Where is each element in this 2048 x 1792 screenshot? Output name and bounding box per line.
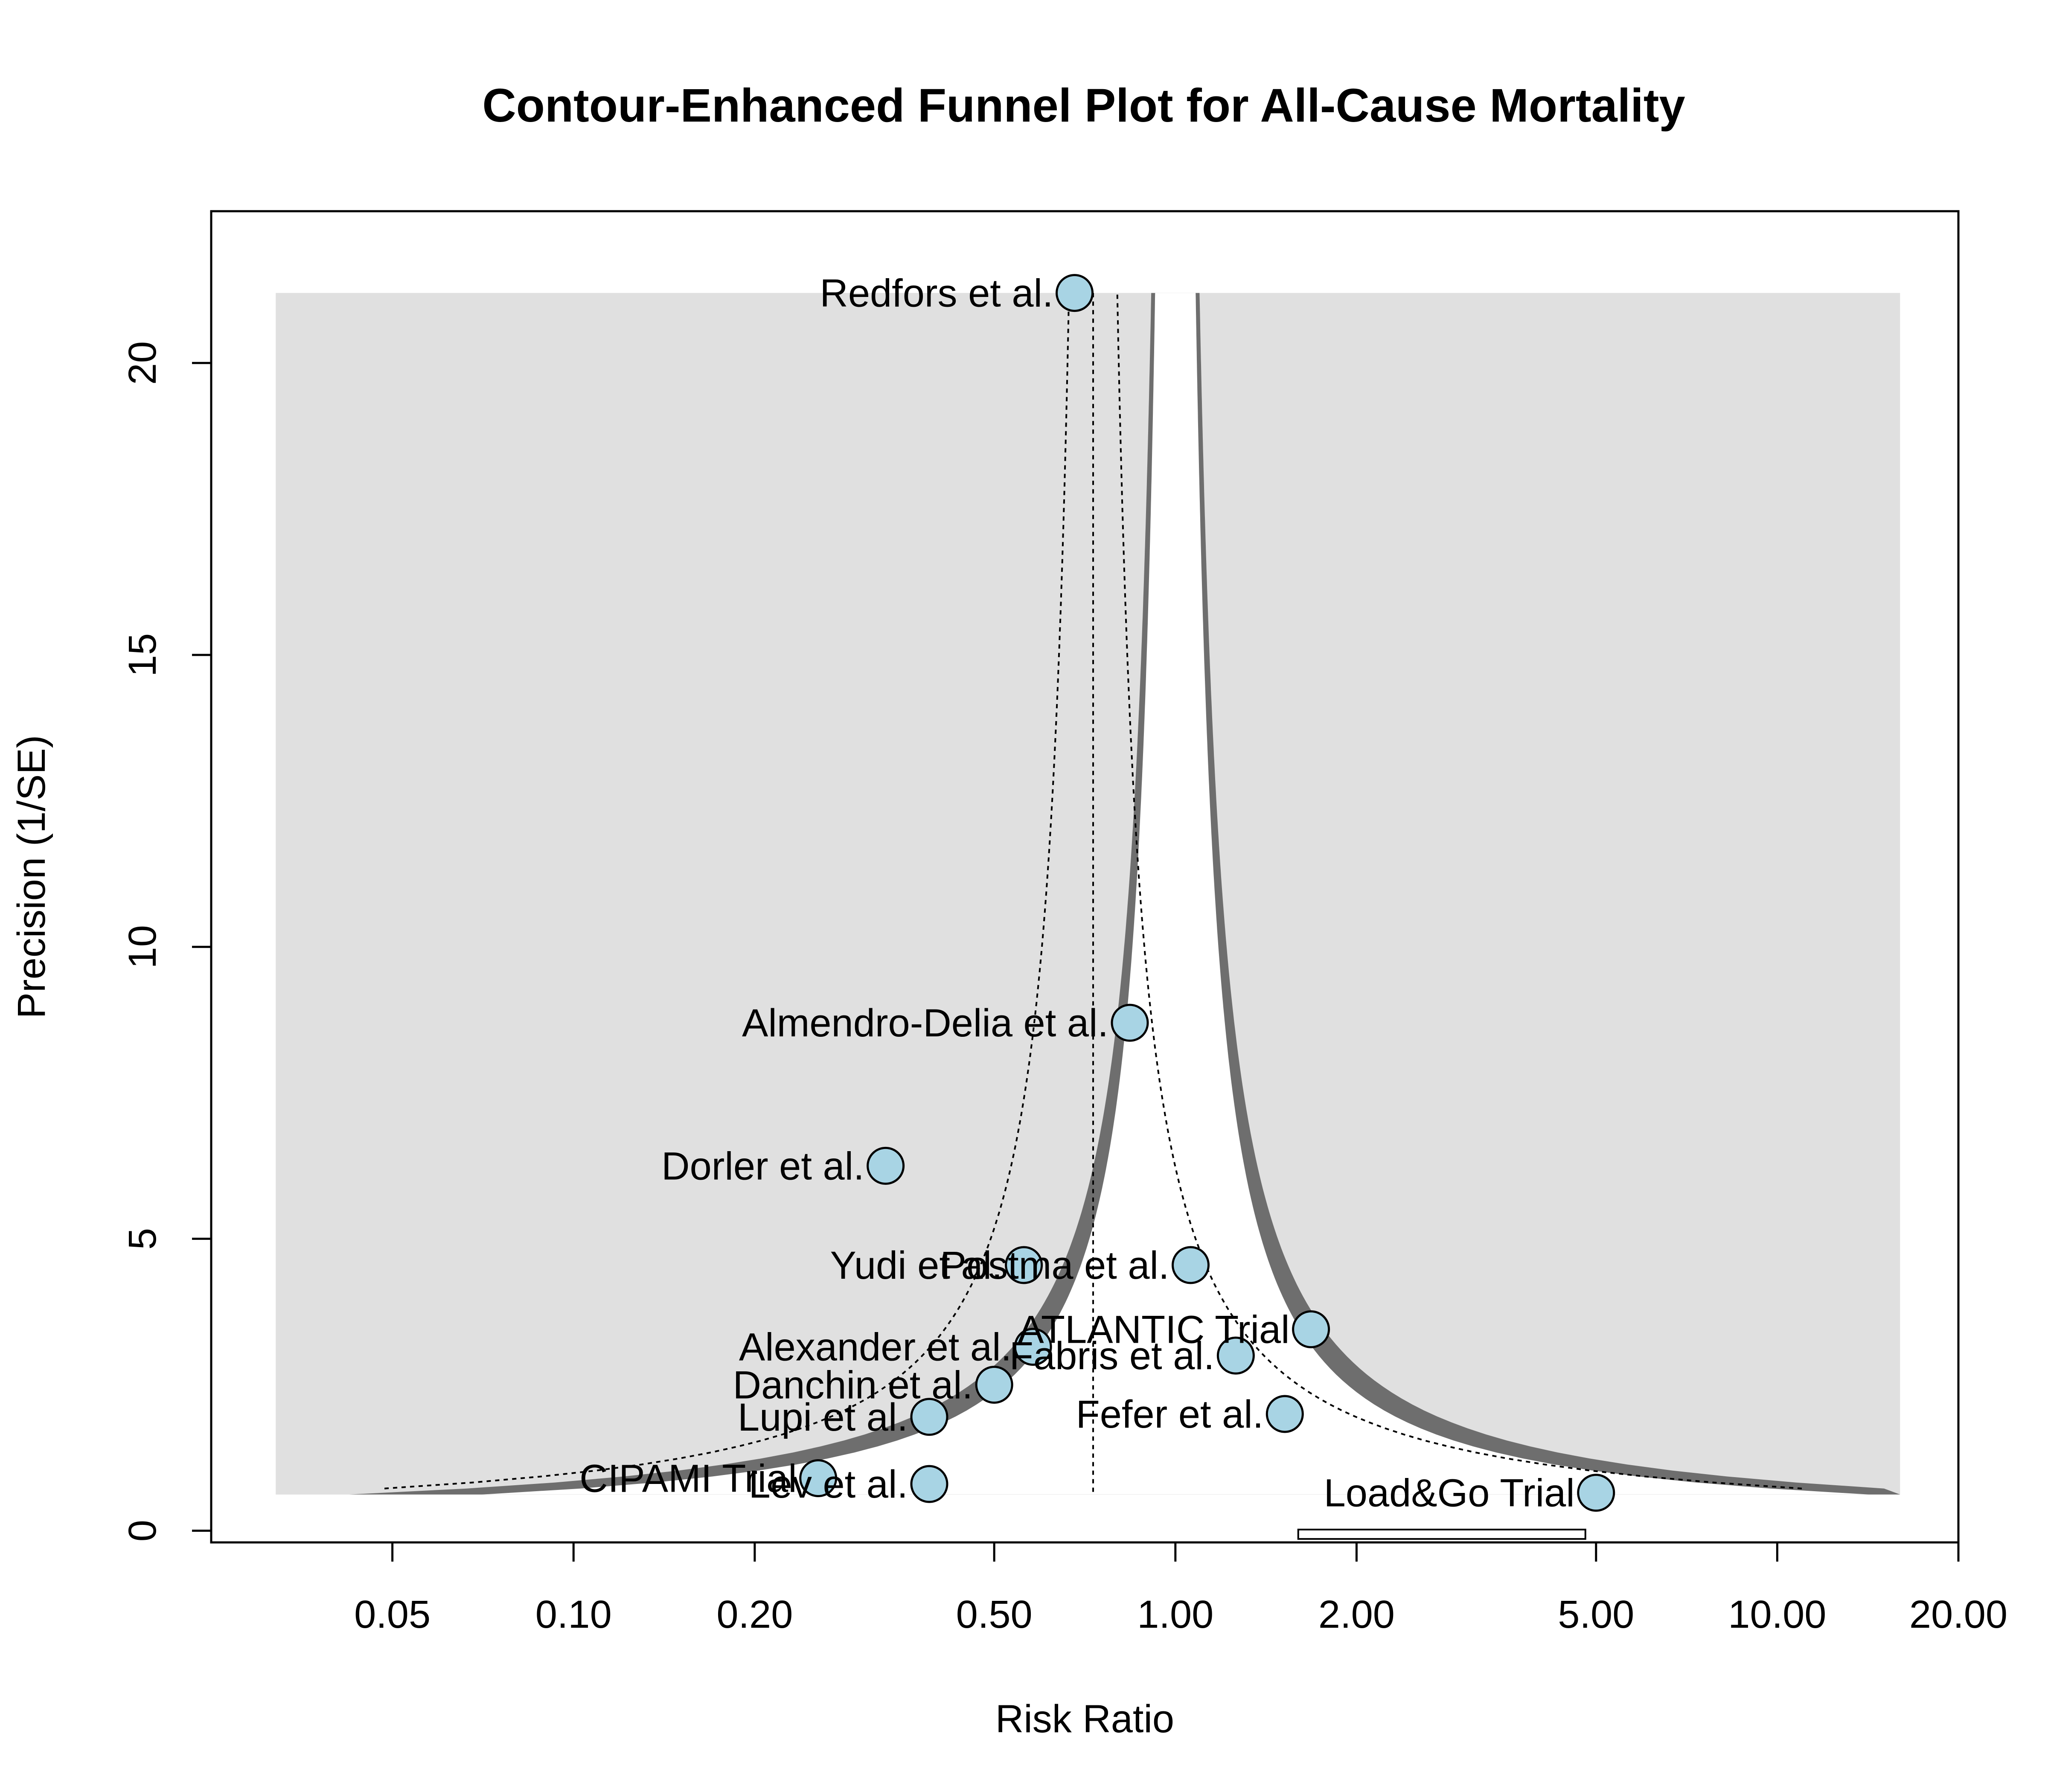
study-label: Postma et al. — [940, 1244, 1169, 1287]
pseudo-ci-right — [1116, 293, 1802, 1489]
study-point — [1111, 1004, 1149, 1042]
study-label: CIPAMI Trial — [579, 1457, 797, 1500]
study-label: Fefer et al. — [1076, 1393, 1264, 1436]
y-tick-label: 20 — [121, 341, 164, 385]
x-tick-label: 0.10 — [535, 1593, 612, 1636]
study-point — [910, 1398, 948, 1436]
y-tick-label: 10 — [121, 925, 164, 969]
study-point — [867, 1146, 905, 1185]
study-point — [1577, 1474, 1615, 1512]
study-point — [1172, 1246, 1210, 1284]
study-point — [975, 1366, 1013, 1404]
x-tick-label: 5.00 — [1558, 1593, 1634, 1636]
study-label: Yudi et al. — [830, 1244, 1003, 1287]
study-label: Alexander et al. — [739, 1326, 1012, 1369]
study-point — [1014, 1328, 1052, 1366]
pseudo-ci-left — [384, 293, 1070, 1489]
chart-title: Contour-Enhanced Funnel Plot for All-Cau… — [482, 79, 1685, 132]
bottom-box — [1297, 1528, 1586, 1540]
study-label: Load&Go Trial — [1324, 1472, 1575, 1515]
x-tick-label: 0.20 — [716, 1593, 793, 1636]
study-labels: Redfors et al. Almendro-Delia et al. Dorle… — [579, 272, 1575, 1515]
study-label: Redfors et al. — [820, 272, 1053, 315]
study-label: Dorler et al. — [661, 1144, 864, 1188]
y-axis-label: Precision (1/SE) — [10, 735, 53, 1019]
study-label: ATLANTIC Trial — [1018, 1308, 1289, 1352]
funnel-lines — [384, 293, 1802, 1495]
study-point — [1216, 1336, 1255, 1375]
study-label: Danchin et al. — [733, 1364, 973, 1407]
y-axis: 0 5 10 15 20 — [121, 341, 212, 1542]
study-points — [799, 274, 1615, 1512]
study-label: Lev et al. — [749, 1463, 908, 1506]
study-point — [1292, 1310, 1330, 1349]
x-tick-label: 20.00 — [1909, 1593, 2007, 1636]
study-point — [1056, 274, 1094, 312]
study-label: Lupi et al. — [738, 1396, 908, 1439]
x-axis-label: Risk Ratio — [995, 1697, 1174, 1741]
study-point — [799, 1459, 838, 1497]
study-label: Fabris et al. — [1009, 1334, 1215, 1378]
x-tick-label: 10.00 — [1728, 1593, 1826, 1636]
x-axis: 0.05 0.10 0.20 0.50 1.00 2.00 5.00 10.00 20.00 — [354, 1541, 2007, 1636]
x-tick-label: 1.00 — [1137, 1593, 1213, 1636]
x-tick-label: 2.00 — [1318, 1593, 1395, 1636]
x-tick-label: 0.05 — [354, 1593, 431, 1636]
study-point — [1265, 1395, 1304, 1433]
x-tick-label: 0.50 — [956, 1593, 1033, 1636]
contour-regions — [276, 293, 1900, 1540]
study-point — [910, 1465, 948, 1503]
study-point — [1005, 1246, 1043, 1284]
y-tick-label: 15 — [121, 633, 164, 677]
y-tick-label: 5 — [121, 1228, 164, 1250]
y-tick-label: 0 — [121, 1520, 164, 1542]
contour-region-nonsignificant — [482, 293, 1869, 1495]
study-label: Almendro-Delia et al. — [742, 1001, 1108, 1045]
